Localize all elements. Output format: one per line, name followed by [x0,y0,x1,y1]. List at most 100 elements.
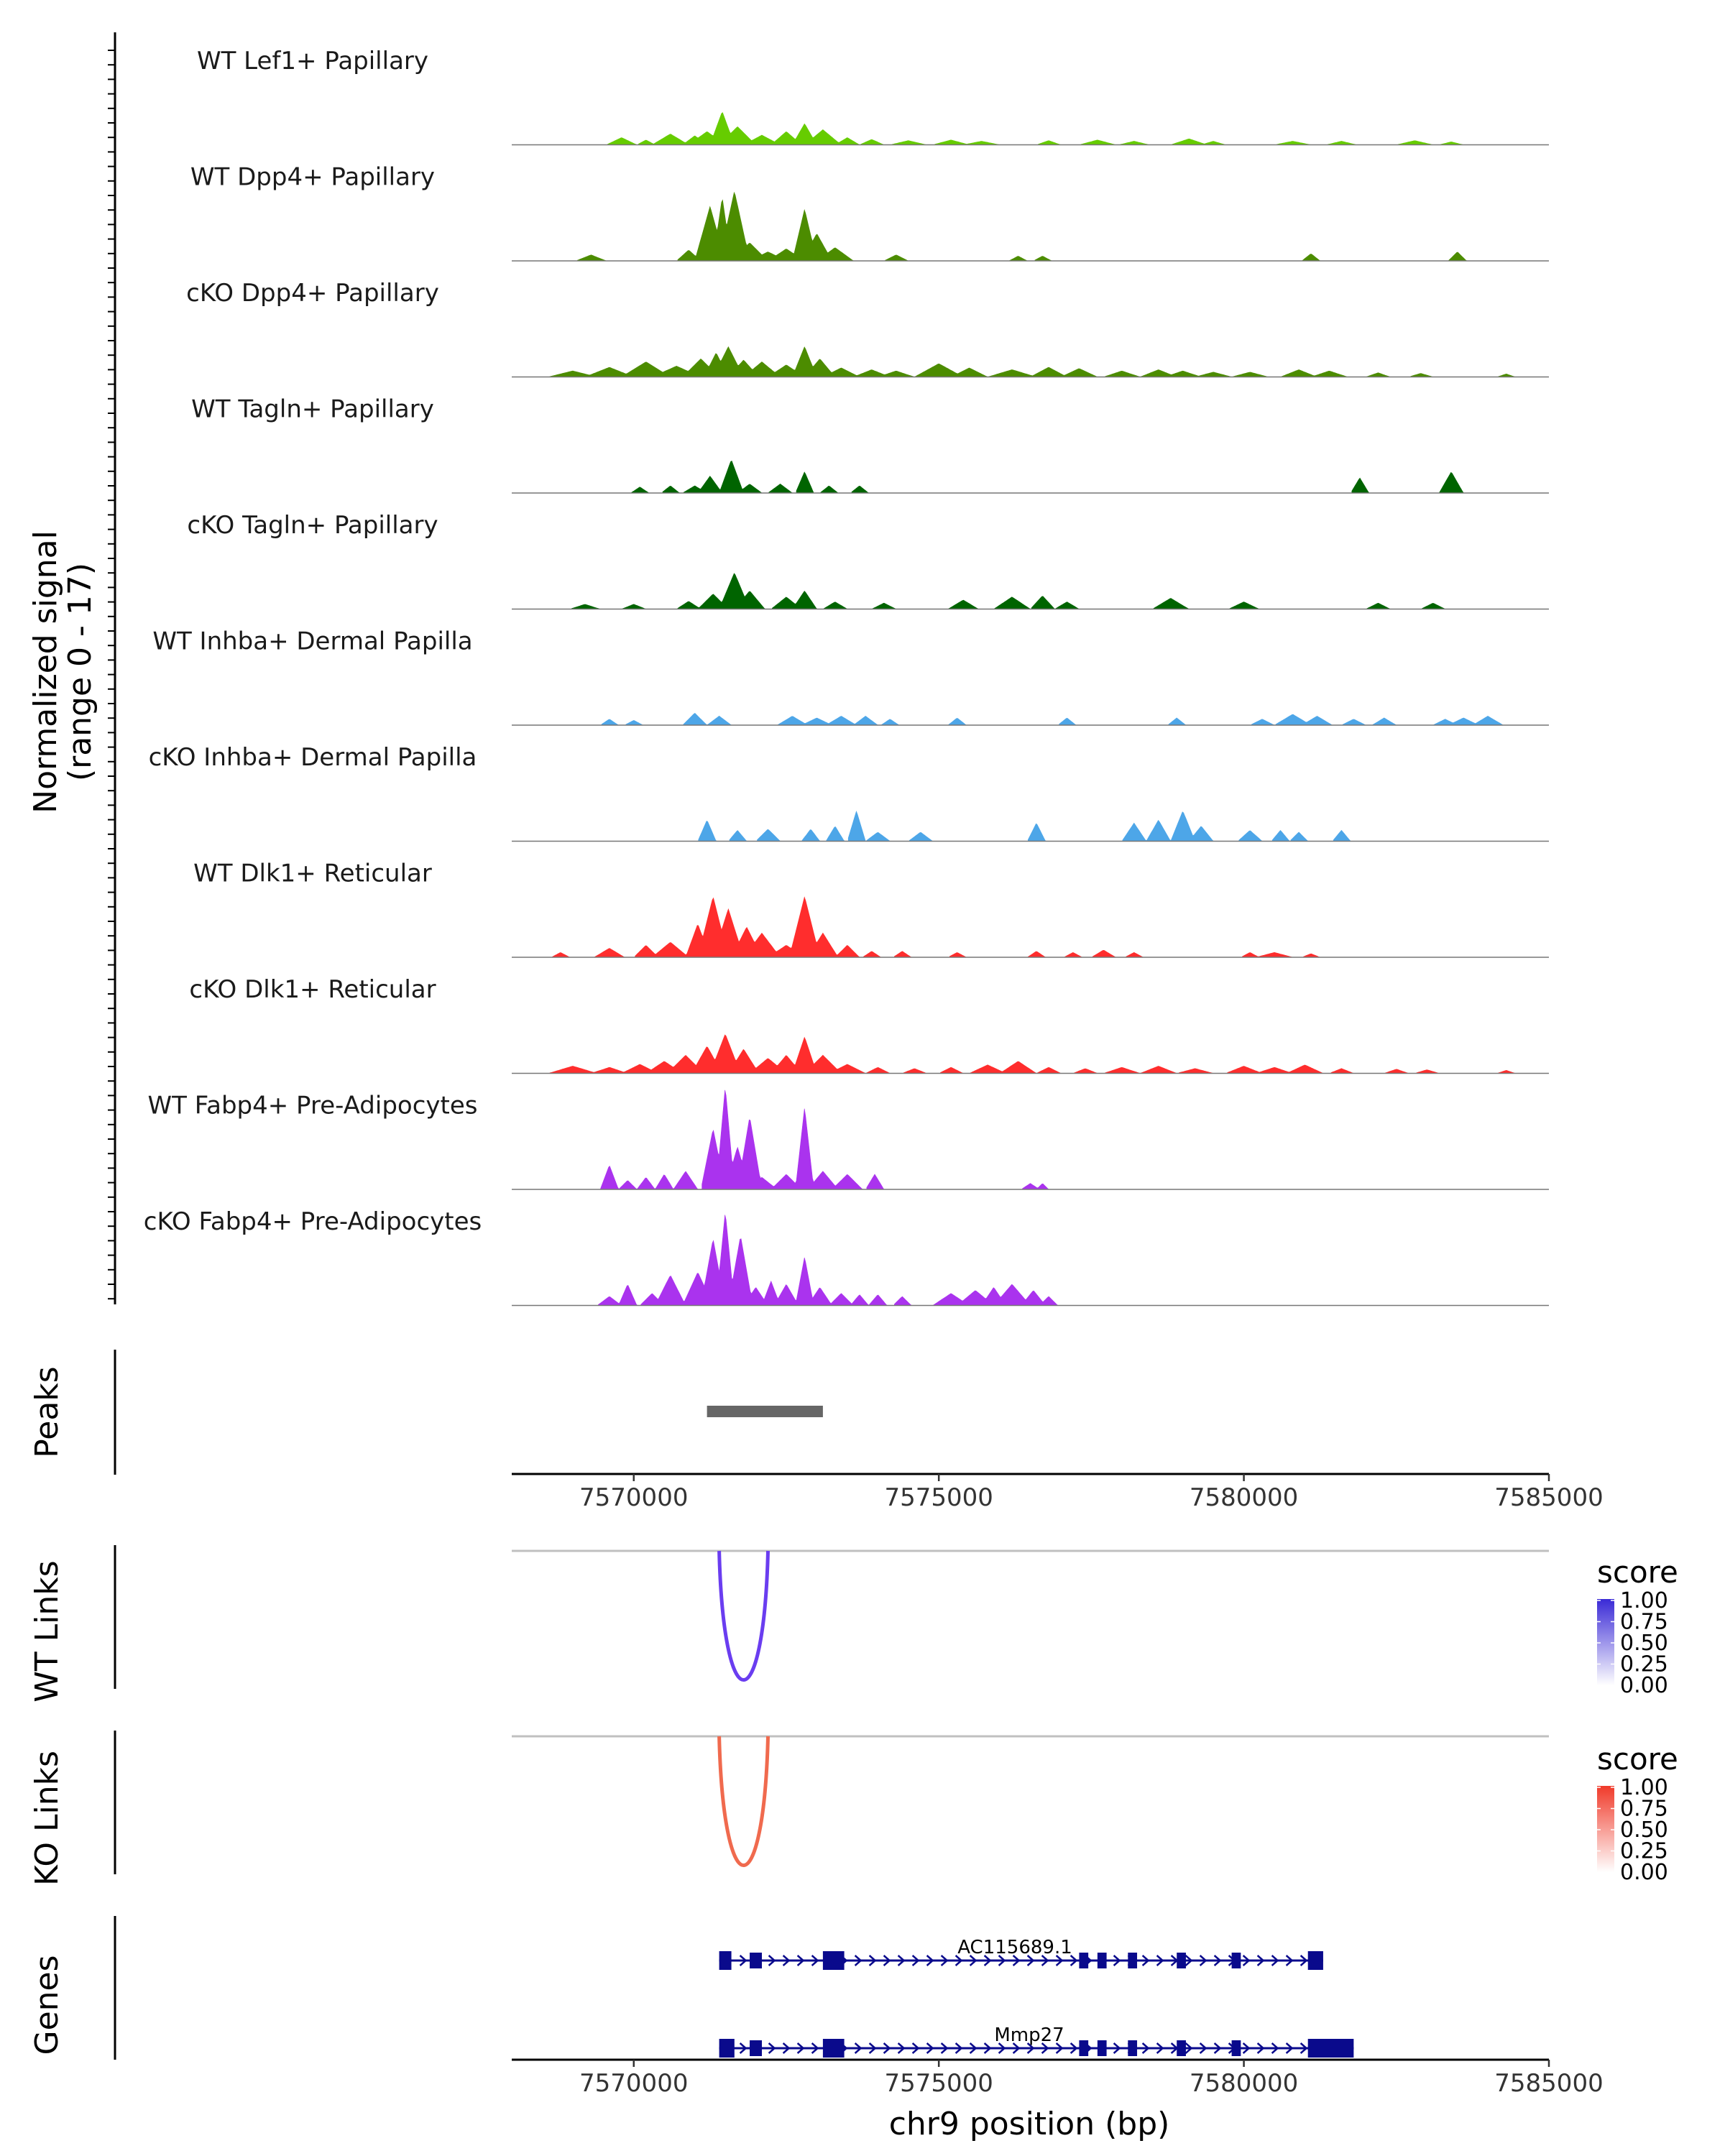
track-label: cKO Fabp4+ Pre-Adipocytes [144,1207,482,1236]
track-label: WT Fabp4+ Pre-Adipocytes [148,1092,478,1120]
strand-arrow [1271,2042,1279,2054]
strand-arrow [1041,1955,1049,1966]
x-tick-label: 7585000 [1494,2069,1603,2098]
gene-exon [1128,1953,1138,1968]
gene-exon [1231,1953,1241,1968]
coverage-area [549,1034,1516,1074]
x-tick-label: 7570000 [579,2069,688,2098]
gene-exon [1307,2039,1354,2058]
x-tick-label: 7575000 [884,1483,993,1512]
coverage-track: cKO Tagln+ Papillary [187,511,1549,610]
coverage-y-title-line1: Normalized signal [27,530,64,814]
strand-arrow [1300,1955,1308,1966]
peak-region [707,1406,823,1417]
coverage-area [600,1089,1050,1190]
track-label: WT Dpp4+ Papillary [190,163,435,192]
genes-track [114,1916,1354,2060]
coverage-track: cKO Inhba+ Dermal Papilla [149,743,1549,842]
gene-exon [1079,2040,1089,2056]
coverage-y-title-line2: (range 0 - 17) [62,563,98,781]
strand-arrow [969,2042,978,2054]
strand-arrow [768,1955,776,1966]
strand-arrow [1242,1955,1251,1966]
strand-arrow [1070,2042,1078,2054]
strand-arrow [897,2042,906,2054]
peaks-track [114,1350,823,1475]
strand-arrow [782,2042,791,2054]
x-axis-upper: 7570000 7575000 7580000 7585000 [512,1473,1604,1512]
coverage-track: WT Inhba+ Dermal Papilla [152,627,1549,726]
track-label: WT Tagln+ Papillary [191,395,434,424]
strand-arrow [1242,2042,1251,2054]
legend-tick-label: 1.00 [1620,1588,1668,1613]
gene-exon [822,1951,845,1970]
strand-arrow [782,1955,791,1966]
strand-arrow [883,1955,891,1966]
gene-exon [750,2040,763,2056]
coverage-track: WT Tagln+ Papillary [191,395,1549,494]
strand-arrow [1213,2042,1222,2054]
links-tracks: 1.000.750.500.250.001.000.750.500.250.00 [114,1545,1668,1885]
coverage-area [631,460,1464,494]
coverage-area [601,713,1504,726]
strand-arrow [969,1955,978,1966]
track-label: cKO Inhba+ Dermal Papilla [149,743,477,772]
gene-exon [719,2039,735,2058]
link-arc [717,1736,770,1867]
gene-label-ac115689: AC115689.1 [957,1937,1072,1958]
coverage-track: WT Fabp4+ Pre-Adipocytes [148,1089,1549,1190]
strand-arrow [998,1955,1006,1966]
gene-exon [1079,1953,1089,1968]
strand-arrow [1113,1955,1121,1966]
gene-exon [750,1953,763,1968]
strand-arrow [854,1955,862,1966]
coverage-track: WT Dpp4+ Papillary [190,163,1549,262]
strand-arrow [1256,2042,1265,2054]
x-axis-lower: 7570000 7575000 7580000 7585000 [512,2058,1604,2098]
coverage-area [598,1215,1059,1306]
legend-tick-label: 0.50 [1620,1631,1668,1656]
coverage-area [577,191,1468,262]
gene-exon [1177,2040,1186,2056]
strand-arrow [868,2042,877,2054]
gene-label-mmp27: Mmp27 [994,2024,1064,2046]
gene-exon [1177,1953,1186,1968]
strand-arrow [983,1955,992,1966]
links-track: 1.000.750.500.250.00 [114,1545,1668,1698]
strand-arrow [1026,1955,1035,1966]
gene-exon [1097,1953,1107,1968]
coverage-area [549,346,1516,377]
strand-arrow [883,2042,891,2054]
strand-arrow [911,1955,920,1966]
strand-arrow [1113,2042,1121,2054]
x-tick-label: 7585000 [1494,1483,1603,1512]
strand-arrow [1012,2042,1021,2054]
track-label: cKO Dlk1+ Reticular [189,975,436,1004]
strand-arrow [940,1955,949,1966]
track-label: WT Lef1+ Papillary [197,47,428,75]
wt-links-label: WT Links [29,1560,65,1702]
strand-arrow [1300,2042,1308,2054]
track-label: cKO Dpp4+ Papillary [186,279,439,308]
strand-arrow [1184,1955,1193,1966]
gene-model [719,1951,1323,1970]
legend-tick-label: 0.75 [1620,1610,1668,1635]
strand-arrow [1285,2042,1294,2054]
strand-arrow [1055,2042,1064,2054]
strand-arrow [998,2042,1006,2054]
genes-track-label: Genes [29,1955,65,2055]
legend-tick-label: 0.25 [1620,1652,1668,1677]
strand-arrow [1156,2042,1164,2054]
x-tick-label: 7575000 [884,2069,993,2098]
legend-tick-label: 0.25 [1620,1839,1668,1864]
strand-arrow [1055,1955,1064,1966]
x-axis-title: chr9 position (bp) [889,2106,1170,2142]
strand-arrow [1141,1955,1150,1966]
link-arc [717,1550,770,1682]
strand-arrow [911,2042,920,2054]
gene-exon [1231,2040,1241,2056]
coverage-area [698,810,1351,842]
gene-exon [1128,2040,1138,2056]
strand-arrow [868,1955,877,1966]
strand-arrow [739,1955,748,1966]
